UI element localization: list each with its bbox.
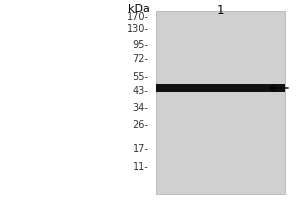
Text: 43-: 43- [133,86,148,96]
Text: kDa: kDa [128,4,150,14]
Text: 130-: 130- [127,24,148,34]
Text: 11-: 11- [133,162,148,172]
Bar [156,11,285,194]
Text: 17-: 17- [133,144,148,154]
Text: 95-: 95- [133,40,148,50]
Text: 34-: 34- [133,103,148,113]
Text: 170-: 170- [127,12,148,22]
Text: 26-: 26- [133,120,148,130]
Text: 55-: 55- [133,72,148,82]
Bar [156,84,285,92]
Text: 1: 1 [217,4,224,17]
Text: 72-: 72- [133,54,148,64]
